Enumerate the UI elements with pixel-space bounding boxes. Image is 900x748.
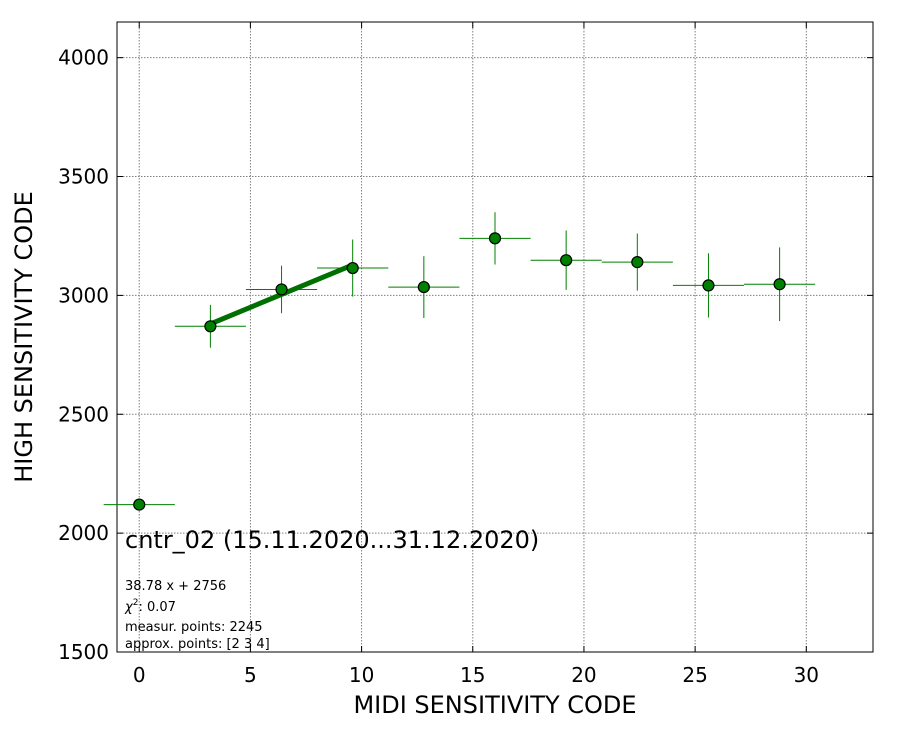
y-tick-label: 3000 xyxy=(58,283,109,307)
y-tick-label: 2000 xyxy=(58,521,109,545)
chi-value: : 0.07 xyxy=(138,600,175,615)
data-point xyxy=(560,254,573,267)
x-tick-label: 10 xyxy=(349,663,374,687)
chi-squared-text: χ2: 0.07 xyxy=(124,598,176,615)
data-point xyxy=(346,261,359,275)
plot-area-frame xyxy=(116,21,874,653)
data-point xyxy=(488,232,502,245)
x-tick-label: 0 xyxy=(133,663,146,687)
data-point xyxy=(204,320,217,333)
measur-points-text: measur. points: 2245 xyxy=(125,620,263,635)
y-tick-label: 2500 xyxy=(58,402,109,426)
chart-annotation-title: cntr_02 (15.11.2020...31.12.2020) xyxy=(125,526,539,554)
chi-superscript: 2 xyxy=(133,598,139,608)
x-axis-title: MIDI SENSITIVITY CODE xyxy=(353,691,636,719)
y-axis-title: HIGH SENSITIVITY CODE xyxy=(10,191,38,483)
x-tick-label: 15 xyxy=(460,663,485,687)
fit-equation-text: 38.78 x + 2756 xyxy=(125,579,226,594)
data-point xyxy=(773,278,786,291)
data-point xyxy=(702,279,715,292)
x-tick-label: 30 xyxy=(794,663,819,687)
approx-points-text: approx. points: [2 3 4] xyxy=(125,637,270,652)
data-point xyxy=(417,280,430,294)
axis-ticks: 0 5 10 15 20 25 30 1500 2000 2500 3000 3500 4000 xyxy=(58,22,873,687)
y-tick-label: 4000 xyxy=(58,46,109,70)
y-tick-label: 3500 xyxy=(58,165,109,189)
chi-symbol: χ xyxy=(124,600,134,615)
data-point xyxy=(133,498,146,511)
data-point xyxy=(275,283,288,296)
y-tick-label: 1500 xyxy=(58,640,109,664)
x-tick-label: 25 xyxy=(682,663,707,687)
x-tick-label: 5 xyxy=(244,663,257,687)
data-points xyxy=(133,232,786,511)
x-tick-label: 20 xyxy=(571,663,596,687)
grid xyxy=(117,22,873,653)
data-point xyxy=(631,256,644,269)
